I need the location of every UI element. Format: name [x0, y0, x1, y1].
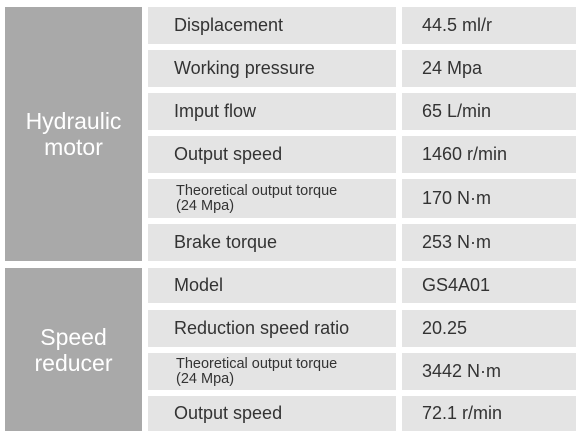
- spec-name-line1: Theoretical output torque: [176, 355, 338, 372]
- spec-row-model: Model GS4A01: [148, 268, 576, 303]
- spec-name: Imput flow: [148, 93, 396, 130]
- spec-value: 253 N·m: [402, 224, 576, 261]
- spec-value: GS4A01: [402, 268, 576, 303]
- group-label-line2: motor: [44, 134, 103, 160]
- spec-value: 65 L/min: [402, 93, 576, 130]
- spec-value: 1460 r/min: [402, 136, 576, 173]
- spec-name-line1: Theoretical output torque: [176, 182, 338, 199]
- spec-row-input-flow: Imput flow 65 L/min: [148, 93, 576, 130]
- spec-name: Displacement: [148, 7, 396, 44]
- spec-name: Theoretical output torque (24 Mpa): [148, 179, 396, 218]
- spec-name: Output speed: [148, 136, 396, 173]
- spec-value: 3442 N·m: [402, 353, 576, 390]
- spec-row-output-speed: Output speed 72.1 r/min: [148, 396, 576, 431]
- spec-row-theoretical-torque: Theoretical output torque (24 Mpa) 3442 …: [148, 353, 576, 390]
- spec-row-brake-torque: Brake torque 253 N·m: [148, 224, 576, 261]
- group-label-line1: Hydraulic: [25, 108, 122, 134]
- spec-name: Output speed: [148, 396, 396, 431]
- spec-row-theoretical-torque: Theoretical output torque (24 Mpa) 170 N…: [148, 179, 576, 218]
- spec-value: 20.25: [402, 310, 576, 347]
- spec-row-working-pressure: Working pressure 24 Mpa: [148, 50, 576, 87]
- spec-value: 24 Mpa: [402, 50, 576, 87]
- spec-row-reduction-ratio: Reduction speed ratio 20.25: [148, 310, 576, 347]
- spec-name: Theoretical output torque (24 Mpa): [148, 353, 396, 390]
- group-label-hydraulic-motor: Hydraulic motor: [5, 7, 142, 261]
- group-label-line1: Speed: [40, 323, 107, 350]
- spec-name: Model: [148, 268, 396, 303]
- spec-name: Reduction speed ratio: [148, 310, 396, 347]
- spec-row-displacement: Displacement 44.5 ml/r: [148, 7, 576, 44]
- spec-value: 44.5 ml/r: [402, 7, 576, 44]
- spec-name: Brake torque: [148, 224, 396, 261]
- spec-name-line2: (24 Mpa): [176, 197, 235, 214]
- group-label-line2: reducer: [34, 349, 113, 376]
- spec-name-line2: (24 Mpa): [176, 370, 235, 387]
- spec-value: 72.1 r/min: [402, 396, 576, 431]
- spec-value: 170 N·m: [402, 179, 576, 218]
- spec-name: Working pressure: [148, 50, 396, 87]
- group-label-speed-reducer: Speed reducer: [5, 268, 142, 431]
- spec-row-output-speed: Output speed 1460 r/min: [148, 136, 576, 173]
